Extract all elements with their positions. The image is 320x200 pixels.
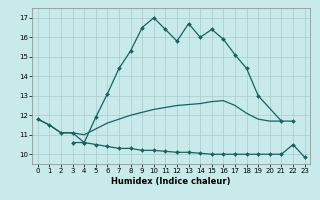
X-axis label: Humidex (Indice chaleur): Humidex (Indice chaleur) (111, 177, 231, 186)
